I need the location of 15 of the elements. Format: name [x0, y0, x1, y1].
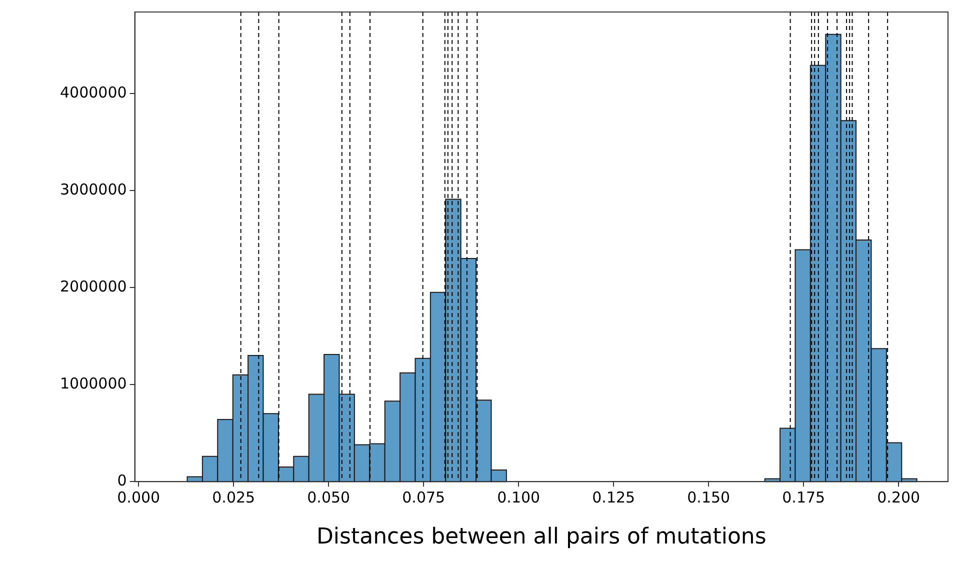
x-tick-label: 0.025	[212, 488, 256, 506]
x-tick-label: 0.100	[497, 488, 540, 506]
x-tick-label: 0.000	[117, 488, 160, 506]
x-tick-label: 0.125	[592, 488, 636, 506]
y-tick-label: 4000000	[60, 83, 127, 102]
x-tick-label: 0.075	[402, 488, 446, 506]
x-tick-label: 0.050	[307, 488, 350, 506]
y-tick-label: 0	[117, 471, 127, 490]
y-tick-label: 2000000	[60, 277, 127, 296]
x-axis-title: Distances between all pairs of mutations	[316, 524, 766, 550]
y-tick-label: 1000000	[60, 374, 127, 392]
x-tick-label: 0.200	[877, 488, 920, 506]
y-tick-label: 3000000	[60, 180, 127, 198]
x-tick-label: 0.175	[782, 488, 826, 506]
x-tick-label: 0.150	[687, 488, 730, 506]
